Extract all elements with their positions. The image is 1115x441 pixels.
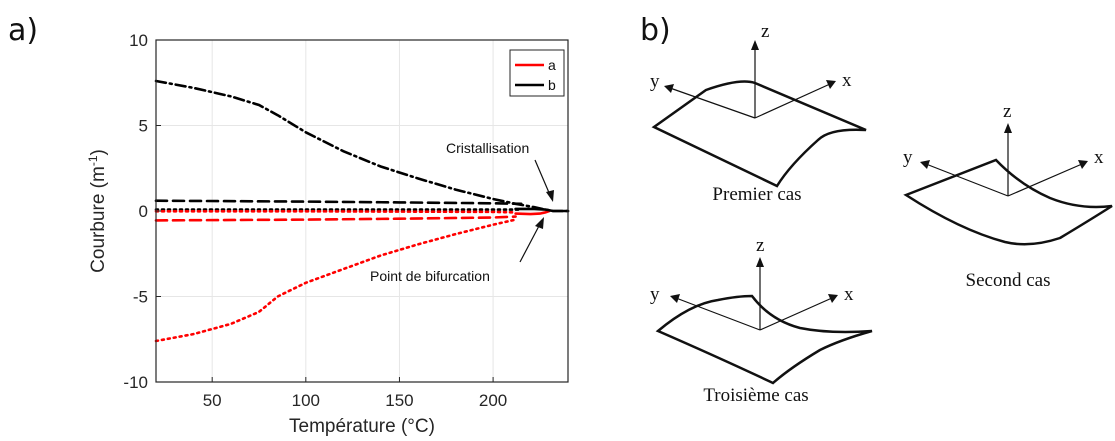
first-x-arrowhead [826,80,836,89]
y-axis-label-sup: -1 [86,155,100,166]
first-caption: Premier cas [712,184,801,205]
y-axis-label-main: Courbure (m [88,166,109,273]
x-tick-label: 150 [385,391,413,410]
x-tick-label: 50 [203,391,222,410]
second-z-label: z [1003,101,1011,122]
first-x-axis [754,83,831,119]
second-y-arrowhead [920,160,930,169]
second-x-axis [1007,163,1083,197]
panel-b-label: b) [640,13,671,48]
third-x-axis [759,297,833,331]
first-z-arrowhead [751,40,759,50]
legend-label-b: b [548,77,556,93]
second-z-arrowhead [1004,123,1012,133]
series-line-6 [514,209,551,216]
y-tick-label: -10 [123,373,148,392]
y-axis-label-tail: ) [88,149,109,155]
second-y-label: y [903,147,913,168]
series-layer [154,79,570,343]
annotation-bifurcation-arrowhead [535,217,544,229]
legend-label-a: a [548,57,556,73]
x-tick-label: 200 [479,391,507,410]
second-caption: Second cas [966,270,1051,291]
series-line-1 [154,199,523,206]
series-line-7 [514,207,570,213]
panel-a-label: a) [8,13,38,48]
annotation-crystallization-arrow [534,159,551,196]
diagram-first-case: z y x Premier cas [650,21,867,205]
first-y-label: y [650,71,660,92]
second-x-arrowhead [1078,160,1088,169]
third-z-arrowhead [756,257,764,267]
third-y-label: y [650,284,660,305]
second-y-axis [925,163,1009,197]
third-z-label: z [756,235,764,256]
annotation-crystallization-text: Cristallisation [446,140,529,156]
legend-box [509,49,565,97]
first-surface [651,80,867,188]
annotation-bifurcation-text: Point de bifurcation [370,268,490,284]
third-surface [655,294,873,385]
third-y-axis [675,297,761,331]
x-axis-label: Température (°C) [289,416,435,437]
third-y-arrowhead [670,294,680,303]
annotation-crystallization: Cristallisation [446,140,554,202]
y-tick-label: -5 [133,288,148,307]
annotation-crystallization-arrowhead [546,190,554,202]
annotation-bifurcation: Point de bifurcation [370,217,544,284]
diagram-second-case: z y x Second cas [903,101,1113,291]
series-line-5 [154,210,517,214]
y-tick-label: 10 [129,31,148,50]
y-axis-label: Courbure (m-1) [86,149,109,273]
third-caption: Troisième cas [703,385,808,406]
diagram-third-case: z y x Troisième cas [650,235,873,406]
legend: a b [509,49,565,97]
ticks: 50 100 150 200 -10 -5 0 5 10 [123,31,507,410]
curvature-chart: 50 100 150 200 -10 -5 0 5 10 Température (°C) Co… [86,31,570,437]
y-tick-label: 5 [139,117,148,136]
second-surface [903,158,1113,246]
first-x-label: x [842,70,852,91]
annotation-bifurcation-arrow [519,223,541,263]
first-y-axis [669,87,756,119]
series-line-3 [154,218,517,343]
first-z-label: z [761,21,769,42]
third-x-label: x [844,284,854,305]
y-tick-label: 0 [139,202,148,221]
first-y-arrowhead [664,84,674,93]
x-tick-label: 100 [292,391,320,410]
third-x-arrowhead [828,294,838,303]
series-line-4 [154,215,517,222]
second-x-label: x [1094,147,1104,168]
